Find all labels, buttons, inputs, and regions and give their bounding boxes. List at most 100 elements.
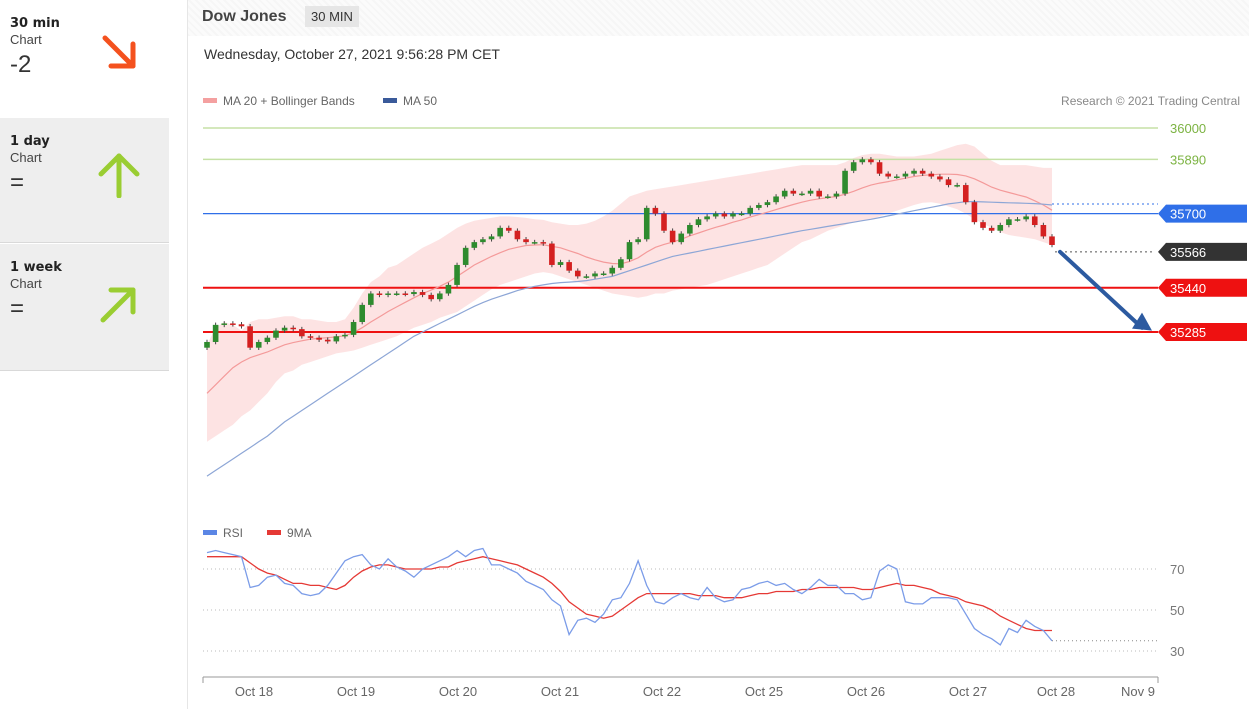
- candle-body: [1049, 236, 1055, 245]
- rsi-tick-label: 30: [1170, 644, 1184, 659]
- candle-body: [402, 293, 409, 295]
- candle-body: [893, 176, 900, 179]
- candle-body: [376, 293, 383, 295]
- candle-body: [1006, 219, 1012, 226]
- timeframe-1day[interactable]: 1 day Chart =: [0, 118, 169, 243]
- level-label: 35440: [1170, 281, 1206, 296]
- candle-body: [230, 323, 236, 325]
- candle-body: [997, 225, 1004, 231]
- level-label: 35890: [1170, 152, 1206, 167]
- rsi-tick-label: 50: [1170, 603, 1184, 618]
- candle-body: [945, 179, 952, 186]
- candle-body: [781, 190, 788, 197]
- candle-body: [385, 293, 391, 295]
- candle-body: [678, 233, 685, 243]
- candle-body: [695, 219, 702, 226]
- legend-swatch: [203, 98, 217, 103]
- candle-body: [583, 276, 590, 278]
- level-tag: [1158, 204, 1247, 223]
- candle-body: [1040, 225, 1047, 237]
- candle-body: [1031, 216, 1038, 226]
- level-tag: [1158, 278, 1247, 297]
- arrow-up-icon: [98, 153, 140, 198]
- candle-body: [962, 185, 969, 203]
- candle-body: [618, 259, 624, 268]
- candle-body: [661, 213, 667, 231]
- candle-body: [350, 322, 357, 335]
- candle-body: [643, 207, 650, 240]
- candle-body: [557, 262, 564, 265]
- panel-divider: [187, 0, 188, 709]
- level-label: 35566: [1170, 245, 1206, 260]
- timeframe-1week[interactable]: 1 week Chart =: [0, 244, 169, 371]
- candle-body: [747, 207, 754, 214]
- x-tick-label: Oct 26: [847, 684, 885, 699]
- timeframe-label: 1 week: [10, 260, 62, 275]
- candle-body: [221, 323, 228, 325]
- timeframe-score: =: [10, 169, 25, 196]
- period-badge[interactable]: 30 MIN: [305, 6, 359, 27]
- x-tick-label: Oct 27: [949, 684, 987, 699]
- candle-body: [773, 196, 779, 203]
- candle-body: [730, 213, 736, 217]
- candle-body: [971, 202, 978, 223]
- candle-body: [928, 173, 935, 177]
- legend-swatch: [267, 530, 281, 535]
- candle-body: [876, 162, 883, 174]
- candle-body: [738, 213, 745, 216]
- candle-body: [393, 293, 400, 295]
- level-label: 35285: [1170, 325, 1206, 340]
- candle-body: [445, 284, 452, 294]
- candle-body: [324, 339, 331, 342]
- chart-header: Dow Jones 30 MIN: [188, 0, 1249, 36]
- forecast-arrowhead: [1132, 312, 1152, 331]
- legend-swatch: [203, 530, 217, 535]
- candle-body: [497, 227, 503, 237]
- candle-body: [842, 170, 848, 194]
- candle-body: [626, 242, 633, 260]
- candle-body: [600, 273, 607, 276]
- candle-body: [574, 270, 581, 277]
- candle-body: [419, 292, 426, 295]
- candle-body: [687, 225, 693, 234]
- candle-body: [566, 262, 572, 271]
- bollinger-band: [207, 143, 1052, 442]
- x-tick-label: Oct 28: [1037, 684, 1075, 699]
- ma50-line: [206, 201, 1053, 477]
- candle-body: [712, 213, 719, 217]
- x-tick-label: Oct 22: [643, 684, 681, 699]
- candle-body: [255, 341, 262, 348]
- candle-body: [462, 247, 469, 265]
- timeframe-30min[interactable]: 30 min Chart -2: [0, 0, 169, 125]
- candle-body: [514, 230, 521, 240]
- candle-body: [531, 242, 538, 244]
- candle-body: [212, 324, 219, 342]
- candle-body: [937, 176, 943, 180]
- candle-body: [264, 337, 271, 342]
- timeframe-label: 1 day: [10, 134, 50, 149]
- chart-date: Wednesday, October 27, 2021 9:56:28 PM C…: [204, 46, 500, 62]
- x-tick-label: Oct 20: [439, 684, 477, 699]
- candle-body: [704, 216, 710, 220]
- candle-body: [471, 242, 478, 248]
- candle-body: [868, 159, 874, 163]
- candle-body: [807, 190, 814, 194]
- arrow-down-right-icon: [102, 35, 136, 69]
- candle-body: [652, 207, 659, 214]
- candle-body: [359, 304, 366, 323]
- candle-body: [342, 334, 348, 337]
- candle-body: [833, 193, 840, 197]
- candle-body: [316, 337, 322, 340]
- candle-body: [549, 243, 555, 265]
- candle-body: [885, 173, 891, 177]
- x-tick-label: Oct 19: [337, 684, 375, 699]
- instrument-title: Dow Jones: [202, 8, 287, 25]
- candle-body: [247, 326, 253, 348]
- candle-body: [721, 213, 728, 217]
- candle-body: [480, 239, 486, 243]
- forecast-arrow: [1058, 249, 1144, 330]
- candle-body: [333, 336, 340, 342]
- candle-body: [609, 267, 616, 274]
- timeframe-score: =: [10, 295, 25, 322]
